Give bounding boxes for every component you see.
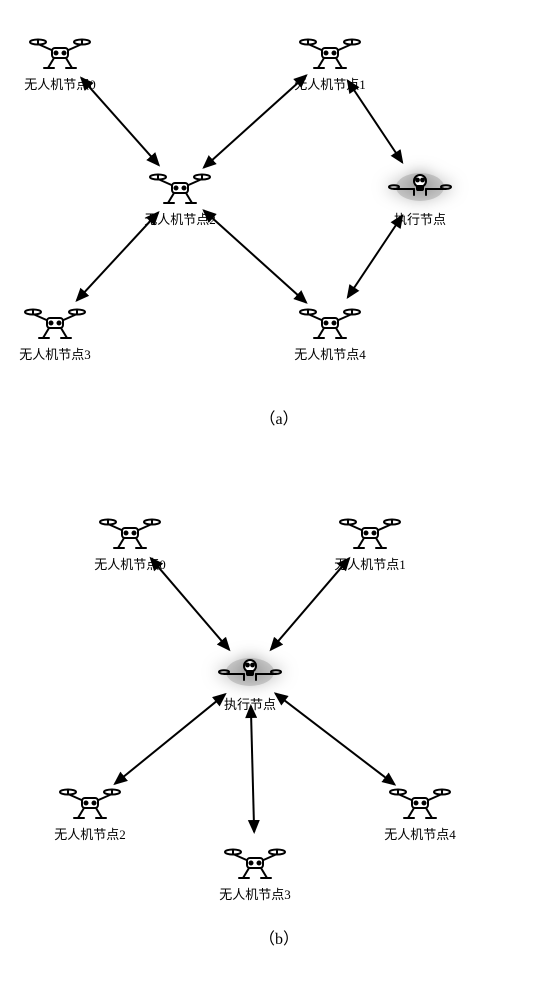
drone-node: 无人机节点2 <box>130 165 230 228</box>
diagram-a: （a） 无人机节点0 <box>0 0 558 440</box>
drone-node: 无人机节点0 <box>80 510 180 573</box>
drone-node: 无人机节点1 <box>320 510 420 573</box>
drone-node: 无人机节点3 <box>205 840 305 903</box>
node-label: 无人机节点1 <box>320 554 420 573</box>
diagram-b: （b） 无人机节点0 <box>0 480 558 960</box>
node-label: 执行节点 <box>370 209 470 228</box>
node-label: 无人机节点0 <box>10 74 110 93</box>
node-label: 执行节点 <box>200 694 300 713</box>
diagram-a-caption: （a） <box>0 405 558 429</box>
drone-node: 无人机节点3 <box>5 300 105 363</box>
node-label: 无人机节点0 <box>80 554 180 573</box>
diagram-b-caption: （b） <box>0 925 558 949</box>
exec-node: 执行节点 <box>370 165 470 228</box>
node-label: 无人机节点4 <box>280 344 380 363</box>
drone-node: 无人机节点4 <box>370 780 470 843</box>
node-label: 无人机节点4 <box>370 824 470 843</box>
drone-node: 无人机节点2 <box>40 780 140 843</box>
node-label: 无人机节点2 <box>40 824 140 843</box>
exec-node: 执行节点 <box>200 650 300 713</box>
node-label: 无人机节点3 <box>5 344 105 363</box>
edge-arrow <box>251 706 254 832</box>
drone-node: 无人机节点0 <box>10 30 110 93</box>
node-label: 无人机节点3 <box>205 884 305 903</box>
drone-node: 无人机节点1 <box>280 30 380 93</box>
node-label: 无人机节点1 <box>280 74 380 93</box>
drone-node: 无人机节点4 <box>280 300 380 363</box>
node-label: 无人机节点2 <box>130 209 230 228</box>
